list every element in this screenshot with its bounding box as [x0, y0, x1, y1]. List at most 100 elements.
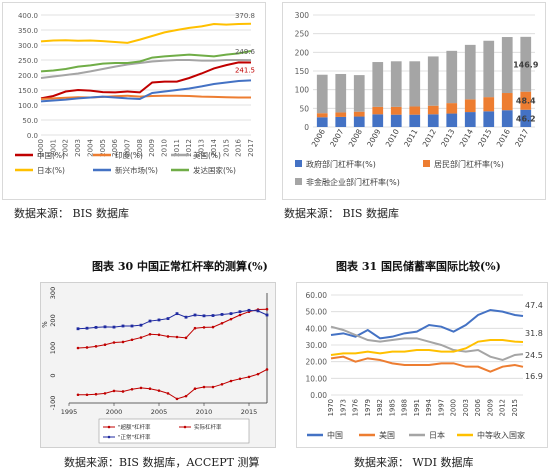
series-line: [40, 79, 252, 103]
series-marker: [202, 385, 206, 389]
y-tick-label: 60.00: [306, 291, 328, 300]
y-tick-label: -100: [49, 396, 57, 411]
x-tick-label: 2015: [241, 408, 258, 416]
x-tick-label: 2014: [210, 138, 218, 156]
x-tick-label: 1979: [364, 399, 372, 416]
bar-segment: [427, 105, 439, 115]
x-tick-label: 2013: [439, 127, 456, 148]
bar-segment: [501, 37, 513, 94]
x-tick-label: 2015: [222, 139, 230, 157]
y-tick-label: 100: [49, 342, 57, 354]
series-marker: [157, 389, 161, 392]
data-label: 48.4: [516, 97, 536, 106]
x-tick-label: 1970: [327, 399, 335, 416]
series-marker: [103, 325, 107, 329]
y-tick-label: 200: [49, 314, 57, 326]
legend-label: 实际杠杆率: [194, 423, 222, 431]
bar-segment: [316, 74, 328, 114]
x-tick-label: 2004: [86, 138, 94, 156]
title-savings-rate: 图表 31 国民储蓄率国际比较(%): [336, 260, 501, 273]
y-tick-label: 0: [304, 123, 309, 132]
series-marker: [121, 390, 125, 393]
series-marker: [103, 343, 107, 346]
y-tick-label: 20.00: [306, 358, 328, 367]
series-marker: [166, 317, 170, 320]
series-marker: [247, 308, 251, 312]
series-marker: [112, 389, 116, 393]
x-tick-label: 2003: [462, 399, 470, 416]
x-tick-label: 2016: [235, 138, 243, 156]
y-tick-label: 0.00: [310, 391, 327, 400]
x-tick-label: 2010: [161, 139, 169, 157]
bar-segment: [464, 44, 476, 100]
x-tick-label: 2017: [513, 127, 530, 148]
data-label: 46.2: [516, 114, 536, 123]
y-tick-label: 100: [295, 86, 310, 95]
data-label: 47.4: [525, 301, 543, 310]
bar-segment: [316, 113, 328, 118]
bar-segment: [390, 106, 402, 115]
series-marker: [166, 335, 170, 338]
series-marker: [193, 326, 197, 330]
legend-swatch: [295, 160, 302, 167]
y-tick-label: 0.0: [27, 132, 38, 140]
data-label: 16.9: [525, 372, 543, 381]
series-marker: [121, 324, 125, 328]
series-line: [330, 355, 524, 373]
y-tick-label: 150: [295, 67, 310, 76]
bar-segment: [464, 112, 476, 127]
series-marker: [76, 346, 80, 350]
y-tick-label: 50.0: [22, 117, 38, 125]
series-marker: [94, 345, 98, 348]
series-marker: [148, 332, 152, 336]
x-tick-label: 2010: [384, 127, 401, 148]
bar-segment: [464, 99, 476, 113]
y-tick-label: 200: [295, 48, 310, 57]
bar-segment: [483, 40, 495, 98]
legend-label: 日本(%): [37, 165, 65, 175]
x-tick-label: 2001: [49, 139, 57, 157]
chart-leverage-by-country-svg: 0.0 50.0 100.0 150.0 200.0 250.0 300.0 350.0 400…: [15, 12, 256, 175]
series-marker: [148, 387, 152, 390]
bar-segment: [335, 116, 347, 127]
series-marker: [202, 314, 206, 318]
series-marker: [193, 387, 197, 390]
series-marker: [211, 385, 215, 389]
series-line: [330, 325, 524, 362]
series-marker: [121, 340, 125, 344]
bar-segment: [520, 91, 532, 110]
bar-segment: [372, 62, 384, 107]
bar-segment: [501, 110, 513, 127]
legend-swatch: [295, 178, 302, 185]
y-axis-label: %: [41, 321, 49, 328]
source-caption-top-left: 数据来源： BIS 数据库: [14, 207, 129, 220]
series-marker: [76, 393, 80, 397]
series-marker: [265, 368, 269, 371]
series-marker: [85, 326, 89, 330]
series-marker: [112, 341, 116, 344]
legend-label: "超额"杠杆率: [118, 423, 151, 431]
legend-label: 美国(%): [193, 150, 221, 160]
y-tick-label: 0: [49, 373, 57, 377]
data-label: 249.6: [235, 48, 256, 56]
bar-segment: [372, 106, 384, 115]
series-marker: [85, 346, 89, 349]
x-tick-label: 2016: [495, 127, 512, 148]
series-marker: [256, 372, 260, 376]
x-tick-label: 2012: [499, 399, 507, 416]
legend-box: [98, 418, 250, 444]
series-marker: [157, 333, 161, 337]
series-marker: [211, 314, 215, 317]
x-tick-label: 2012: [185, 139, 193, 157]
bar-segment: [316, 117, 328, 127]
y-tick-label: 100.0: [18, 102, 38, 110]
chart-normal-leverage: -100 0 100 200 300% 1995 2000 2005 2010 2015 "超额"杠…: [40, 282, 276, 448]
title-normal-leverage: 图表 30 中国正常杠杆率的测算(%): [92, 260, 268, 273]
x-tick-label: 2015: [476, 127, 493, 148]
bar-segment: [427, 114, 439, 127]
x-tick-label: 2015: [511, 399, 519, 416]
bar-segment: [372, 114, 384, 127]
legend-label: 中国: [327, 430, 343, 440]
y-tick-label: 350.0: [18, 27, 38, 35]
